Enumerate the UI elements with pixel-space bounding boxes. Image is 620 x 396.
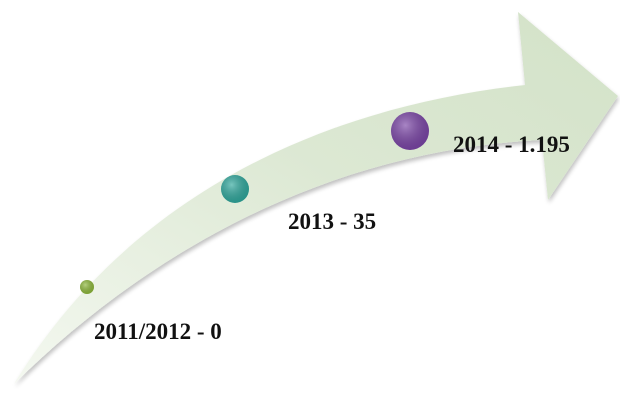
milestone-label-2013: 2013 - 35 [288, 209, 377, 234]
milestone-dots [80, 112, 429, 294]
milestone-label-2014: 2014 - 1.195 [453, 132, 570, 157]
milestone-dot-2014-shading [391, 112, 429, 150]
milestone-label-2011-2012: 2011/2012 - 0 [94, 319, 222, 344]
curved-growth-arrow [14, 12, 618, 384]
milestone-dot-2013-shading [221, 175, 249, 203]
milestone-dot-2011-2012-shading [80, 280, 94, 294]
